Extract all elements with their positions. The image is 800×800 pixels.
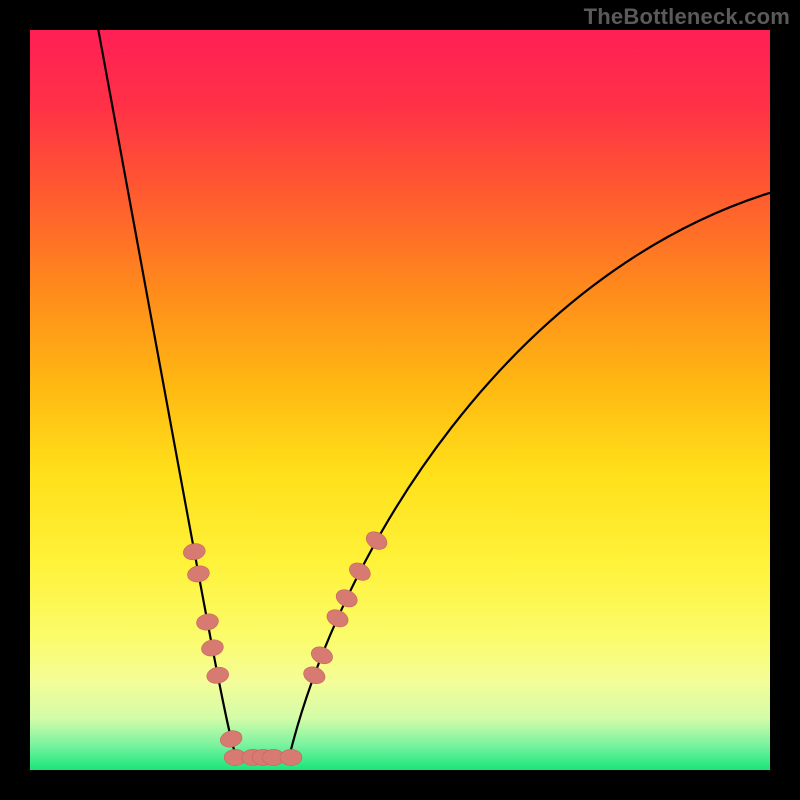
curve-marker (200, 638, 225, 658)
curve-marker (195, 612, 220, 632)
curve-marker (309, 644, 335, 667)
curve-marker (205, 665, 230, 685)
curve-marker (346, 560, 373, 584)
curve-marker (186, 564, 211, 584)
watermark-text: TheBottleneck.com (584, 4, 790, 30)
curve-marker (182, 542, 207, 562)
v-curve-path (93, 30, 770, 757)
curve-marker (219, 729, 244, 750)
stage: TheBottleneck.com (0, 0, 800, 800)
curve-marker (324, 607, 351, 631)
plot-frame (30, 30, 770, 770)
curve-marker (363, 528, 390, 553)
curve-marker (301, 664, 327, 687)
curve-marker (280, 749, 302, 765)
bottleneck-curve (30, 30, 770, 770)
curve-marker (333, 586, 360, 610)
